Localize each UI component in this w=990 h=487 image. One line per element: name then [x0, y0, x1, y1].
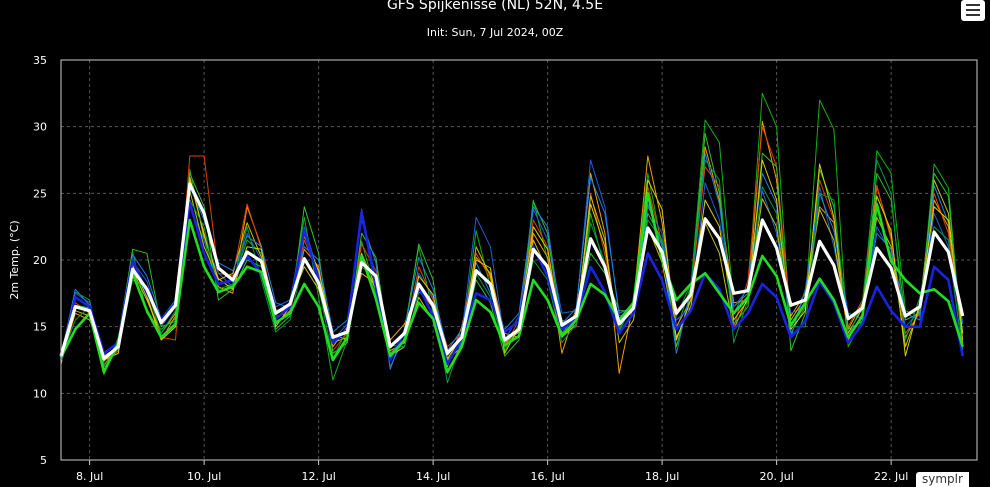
series-line-2: [59, 201, 964, 366]
series-line-1: [59, 192, 964, 374]
y-tick-label: 20: [33, 254, 47, 267]
y-tick-label: 35: [33, 54, 47, 67]
x-tick-label: 10. Jul: [187, 470, 221, 483]
x-tick-label: 16. Jul: [530, 470, 564, 483]
x-tick-label: 20. Jul: [759, 470, 793, 483]
x-tick-label: 8. Jul: [76, 470, 103, 483]
chart-title: GFS Spijkenisse (NL) 52N, 4.5E: [386, 0, 604, 13]
y-axis-ticks: 5 10 15 20 25 30 35: [33, 54, 47, 467]
x-axis-ticks: 8. Jul 10. Jul 12. Jul 14. Jul 16. Jul 18. Ju…: [76, 460, 908, 483]
x-tick-label: 22. Jul: [874, 470, 908, 483]
hamburger-icon[interactable]: [961, 0, 985, 21]
x-tick-label: 18. Jul: [645, 470, 679, 483]
chart-subtitle: Init: Sun, 7 Jul 2024, 00Z: [426, 26, 564, 39]
series-group: [59, 92, 965, 384]
credit-badge[interactable]: symplr: [916, 472, 969, 487]
x-tick-label: 14. Jul: [416, 470, 450, 483]
x-tick-label: 12. Jul: [301, 470, 335, 483]
plot-frame: [60, 59, 978, 461]
y-tick-label: 25: [33, 187, 47, 200]
y-axis-label: 2m Temp. (°C): [8, 220, 21, 299]
y-tick-label: 15: [33, 321, 47, 334]
y-tick-label: 10: [33, 387, 47, 400]
y-tick-label: 30: [33, 121, 47, 134]
y-tick-label: 5: [40, 454, 47, 467]
series-line-11: [60, 159, 964, 384]
series-line-0: [59, 182, 965, 361]
